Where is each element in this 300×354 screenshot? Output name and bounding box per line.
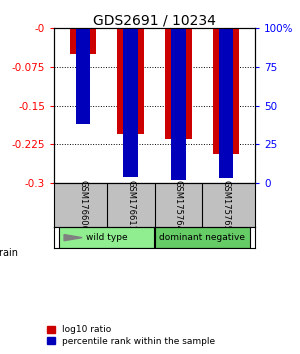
Legend: log10 ratio, percentile rank within the sample: log10 ratio, percentile rank within the … (46, 325, 215, 346)
Bar (171, 28, 186, 180)
Text: GSM176606: GSM176606 (78, 179, 87, 230)
Bar (219, 28, 233, 178)
Title: GDS2691 / 10234: GDS2691 / 10234 (93, 13, 216, 27)
Bar (70, 28, 96, 54)
Bar (76, 28, 90, 124)
Text: GSM175764: GSM175764 (174, 180, 183, 230)
Bar (117, 28, 144, 134)
Bar (154, 228, 250, 248)
Bar (123, 28, 138, 177)
Bar (165, 28, 192, 139)
Bar (59, 228, 154, 248)
Text: wild type: wild type (86, 233, 128, 242)
Polygon shape (64, 235, 82, 241)
Text: GSM176611: GSM176611 (126, 180, 135, 230)
Bar (213, 28, 239, 154)
Text: strain: strain (0, 248, 18, 258)
Text: dominant negative: dominant negative (159, 233, 245, 242)
Text: GSM175765: GSM175765 (222, 180, 231, 230)
